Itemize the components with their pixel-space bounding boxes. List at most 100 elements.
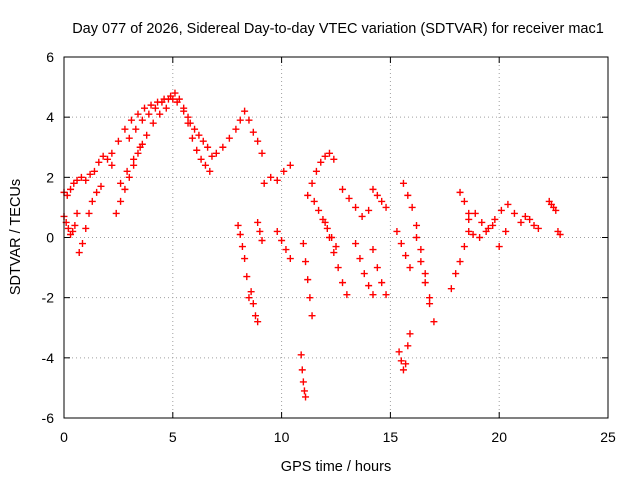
data-point (452, 270, 460, 278)
data-point (86, 170, 94, 178)
data-point (90, 167, 98, 175)
data-point (201, 161, 209, 169)
data-point (399, 179, 407, 187)
data-point (286, 255, 294, 263)
data-point (330, 249, 338, 257)
data-point (534, 224, 542, 232)
series-mid-9-10 (260, 161, 294, 187)
series-end-22-23 (545, 197, 564, 238)
data-point (191, 125, 199, 133)
data-point (286, 161, 294, 169)
data-marks (60, 89, 564, 401)
data-point (93, 188, 101, 196)
data-point (249, 300, 257, 308)
data-point (304, 191, 312, 199)
data-point (413, 234, 421, 241)
y-tick-label: -2 (42, 290, 55, 306)
data-point (378, 197, 386, 205)
data-point (556, 230, 564, 238)
data-point (397, 240, 405, 248)
data-point (402, 360, 410, 368)
data-point (258, 149, 266, 157)
data-point (339, 185, 347, 193)
chart-title: Day 077 of 2026, Sidereal Day-to-day VTE… (72, 21, 604, 37)
data-point (112, 209, 120, 217)
x-tick-label: 0 (60, 429, 68, 445)
data-point (395, 348, 403, 356)
data-point (308, 179, 316, 187)
data-point (249, 128, 257, 136)
series-band-18-21 (465, 200, 525, 232)
data-point (236, 230, 244, 238)
data-point (304, 276, 312, 284)
series-start-high (60, 152, 116, 199)
series-hump-18 (456, 188, 473, 217)
data-point (325, 234, 333, 241)
data-point (173, 98, 181, 106)
data-point (127, 116, 135, 124)
series-fall-13-14 (352, 240, 377, 299)
data-point (69, 227, 77, 235)
data-point (299, 240, 307, 248)
data-point (306, 294, 314, 302)
data-point (334, 264, 342, 272)
data-point (132, 125, 140, 133)
data-point (526, 215, 534, 223)
series-cluster-21-22 (521, 212, 542, 232)
data-point (241, 107, 249, 115)
data-point (256, 227, 264, 235)
data-point (158, 98, 166, 106)
grid (64, 57, 608, 418)
data-point (241, 255, 249, 263)
data-point (151, 104, 159, 112)
data-point (232, 125, 240, 133)
data-point (282, 246, 290, 254)
data-point (497, 206, 505, 214)
data-point (404, 342, 412, 350)
data-point (312, 167, 320, 175)
data-point (104, 155, 112, 163)
series-main-arc-lower (117, 95, 181, 187)
data-point (365, 206, 373, 214)
data-point (421, 270, 429, 278)
data-point (408, 203, 416, 211)
data-point (156, 110, 164, 118)
data-point (88, 197, 96, 205)
y-axis-label: SDTVAR / TECUs (8, 179, 24, 295)
data-point (406, 264, 414, 272)
data-point (243, 273, 251, 281)
data-point (108, 149, 116, 157)
data-point (82, 176, 90, 184)
data-point (417, 246, 425, 254)
data-point (138, 116, 146, 124)
plot-frame (63, 56, 609, 419)
x-tick-label: 20 (491, 429, 507, 445)
data-point (236, 116, 244, 124)
data-point (206, 167, 214, 175)
data-point (117, 197, 125, 205)
series-fall-16-17 (413, 234, 438, 326)
data-point (489, 221, 497, 229)
axis-ticks: 0 5 10 15 20 25 -6 -4 -2 0 2 4 6 (42, 49, 616, 445)
data-point (552, 206, 560, 214)
data-point (365, 282, 373, 290)
data-point (164, 95, 172, 103)
data-point (121, 125, 129, 133)
data-point (77, 173, 85, 181)
data-point (238, 243, 246, 251)
data-point (369, 291, 377, 299)
data-point (99, 152, 107, 160)
data-point (219, 143, 227, 151)
data-point (460, 197, 468, 205)
data-point (130, 161, 138, 169)
data-point (82, 224, 90, 232)
data-point (117, 179, 125, 187)
data-point (456, 258, 464, 266)
data-point (64, 224, 72, 232)
data-point (134, 110, 142, 118)
data-point (447, 285, 455, 293)
data-point (184, 113, 192, 121)
data-point (430, 318, 438, 326)
data-point (75, 249, 83, 257)
data-point (197, 155, 205, 163)
